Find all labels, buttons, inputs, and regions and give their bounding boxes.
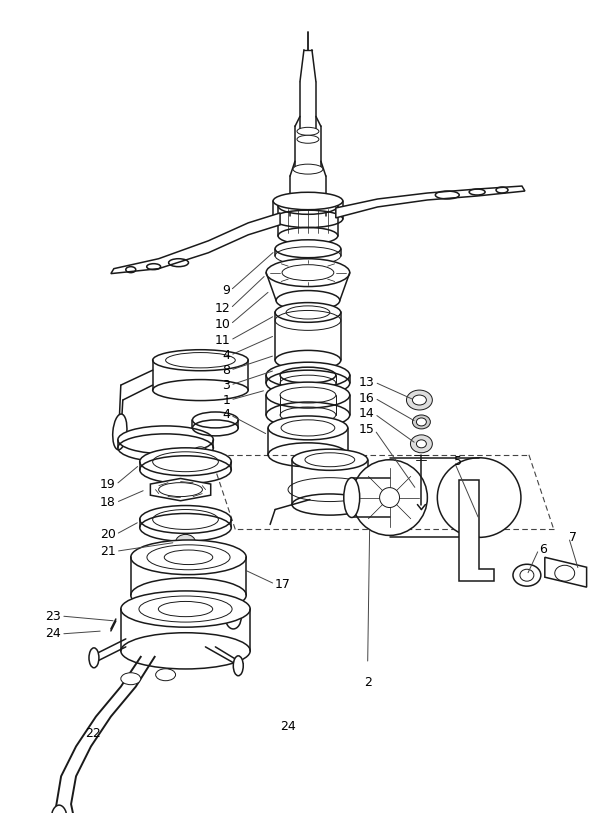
Ellipse shape (417, 440, 427, 447)
Ellipse shape (268, 416, 348, 440)
Ellipse shape (280, 368, 336, 383)
Ellipse shape (121, 672, 141, 685)
Ellipse shape (113, 414, 127, 450)
Polygon shape (459, 480, 494, 581)
Text: 14: 14 (359, 408, 375, 421)
Ellipse shape (176, 535, 195, 550)
Ellipse shape (51, 805, 67, 815)
Ellipse shape (280, 387, 336, 403)
Polygon shape (111, 213, 280, 274)
Ellipse shape (275, 302, 341, 322)
Polygon shape (336, 186, 525, 218)
Ellipse shape (412, 415, 430, 429)
Ellipse shape (417, 418, 427, 426)
Ellipse shape (437, 458, 521, 537)
Text: 3: 3 (222, 379, 230, 391)
Text: 6: 6 (539, 543, 547, 556)
Polygon shape (545, 557, 586, 587)
Text: 20: 20 (100, 528, 116, 541)
Ellipse shape (131, 540, 246, 575)
Ellipse shape (153, 350, 248, 371)
Polygon shape (150, 478, 211, 500)
Ellipse shape (297, 127, 319, 135)
Ellipse shape (140, 447, 231, 476)
Ellipse shape (266, 362, 350, 388)
Ellipse shape (156, 669, 176, 681)
Ellipse shape (293, 164, 323, 174)
Text: 4: 4 (222, 408, 230, 421)
Text: 7: 7 (569, 531, 576, 544)
Ellipse shape (140, 505, 231, 533)
Text: 23: 23 (45, 610, 61, 623)
Text: 9: 9 (222, 284, 230, 297)
Ellipse shape (273, 192, 343, 209)
Text: 22: 22 (85, 727, 101, 740)
Ellipse shape (292, 449, 368, 470)
Text: 10: 10 (214, 318, 230, 331)
Text: 4: 4 (222, 349, 230, 362)
Ellipse shape (192, 412, 238, 428)
Text: 2: 2 (363, 676, 372, 689)
Ellipse shape (233, 656, 243, 676)
Ellipse shape (89, 648, 99, 667)
Text: 17: 17 (275, 578, 291, 591)
Text: 13: 13 (359, 376, 375, 389)
Ellipse shape (159, 482, 202, 496)
Ellipse shape (513, 564, 541, 586)
Text: 15: 15 (359, 424, 375, 436)
Text: 16: 16 (359, 391, 375, 404)
Ellipse shape (352, 460, 427, 535)
Ellipse shape (344, 478, 360, 518)
Ellipse shape (379, 487, 399, 508)
Ellipse shape (411, 435, 432, 453)
Ellipse shape (412, 395, 427, 405)
Ellipse shape (297, 135, 319, 143)
Text: 24: 24 (45, 628, 61, 641)
Text: 24: 24 (280, 720, 296, 733)
Ellipse shape (194, 447, 208, 456)
Ellipse shape (225, 605, 241, 629)
Text: 5: 5 (454, 456, 462, 469)
Ellipse shape (275, 240, 341, 258)
Text: 19: 19 (100, 478, 116, 491)
Ellipse shape (153, 452, 218, 472)
Ellipse shape (266, 382, 350, 408)
Text: 1: 1 (222, 394, 230, 407)
Ellipse shape (266, 258, 350, 287)
Ellipse shape (407, 390, 432, 410)
Ellipse shape (520, 569, 534, 581)
Text: 11: 11 (215, 334, 230, 347)
Text: 21: 21 (100, 544, 116, 557)
Text: 8: 8 (222, 363, 230, 377)
Text: 18: 18 (100, 496, 116, 509)
Ellipse shape (118, 426, 214, 454)
Ellipse shape (121, 591, 250, 628)
Ellipse shape (278, 197, 338, 214)
Ellipse shape (153, 509, 218, 530)
Text: 12: 12 (215, 302, 230, 315)
